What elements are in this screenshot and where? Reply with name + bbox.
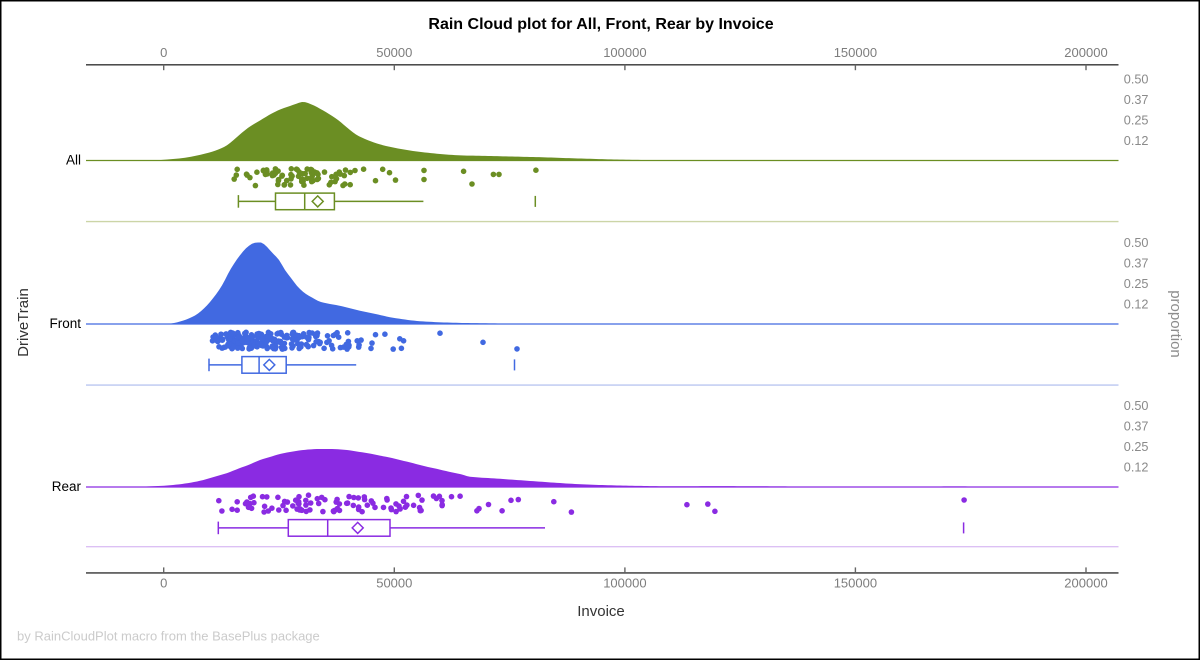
svg-text:0.12: 0.12 [1124, 297, 1149, 311]
svg-text:0.12: 0.12 [1124, 134, 1149, 148]
svg-text:100000: 100000 [603, 45, 646, 60]
svg-text:Rear: Rear [52, 479, 82, 494]
svg-text:0.12: 0.12 [1124, 460, 1149, 474]
svg-text:0: 0 [160, 576, 167, 591]
svg-text:0.25: 0.25 [1124, 440, 1149, 454]
svg-text:200000: 200000 [1064, 576, 1107, 591]
svg-text:50000: 50000 [376, 576, 412, 591]
svg-text:150000: 150000 [834, 576, 877, 591]
svg-text:Front: Front [49, 316, 81, 331]
svg-text:0.25: 0.25 [1124, 113, 1149, 127]
svg-text:0.37: 0.37 [1124, 256, 1149, 270]
svg-text:0.50: 0.50 [1124, 236, 1149, 250]
svg-text:0.37: 0.37 [1124, 419, 1149, 433]
svg-text:Rain Cloud plot for All, Front: Rain Cloud plot for All, Front, Rear by … [428, 16, 773, 33]
svg-text:DriveTrain: DriveTrain [15, 288, 32, 357]
svg-text:0: 0 [160, 45, 167, 60]
svg-text:100000: 100000 [603, 576, 646, 591]
svg-text:0.37: 0.37 [1124, 93, 1149, 107]
svg-text:0.50: 0.50 [1124, 72, 1149, 86]
svg-text:0.25: 0.25 [1124, 277, 1149, 291]
svg-text:150000: 150000 [834, 45, 877, 60]
svg-text:0.50: 0.50 [1124, 399, 1149, 413]
svg-text:by RainCloudPlot macro from th: by RainCloudPlot macro from the BasePlus… [17, 628, 320, 643]
svg-text:proportion: proportion [1167, 290, 1184, 358]
svg-text:200000: 200000 [1064, 45, 1107, 60]
svg-text:50000: 50000 [376, 45, 412, 60]
svg-text:Invoice: Invoice [577, 603, 625, 620]
svg-text:All: All [66, 152, 81, 167]
